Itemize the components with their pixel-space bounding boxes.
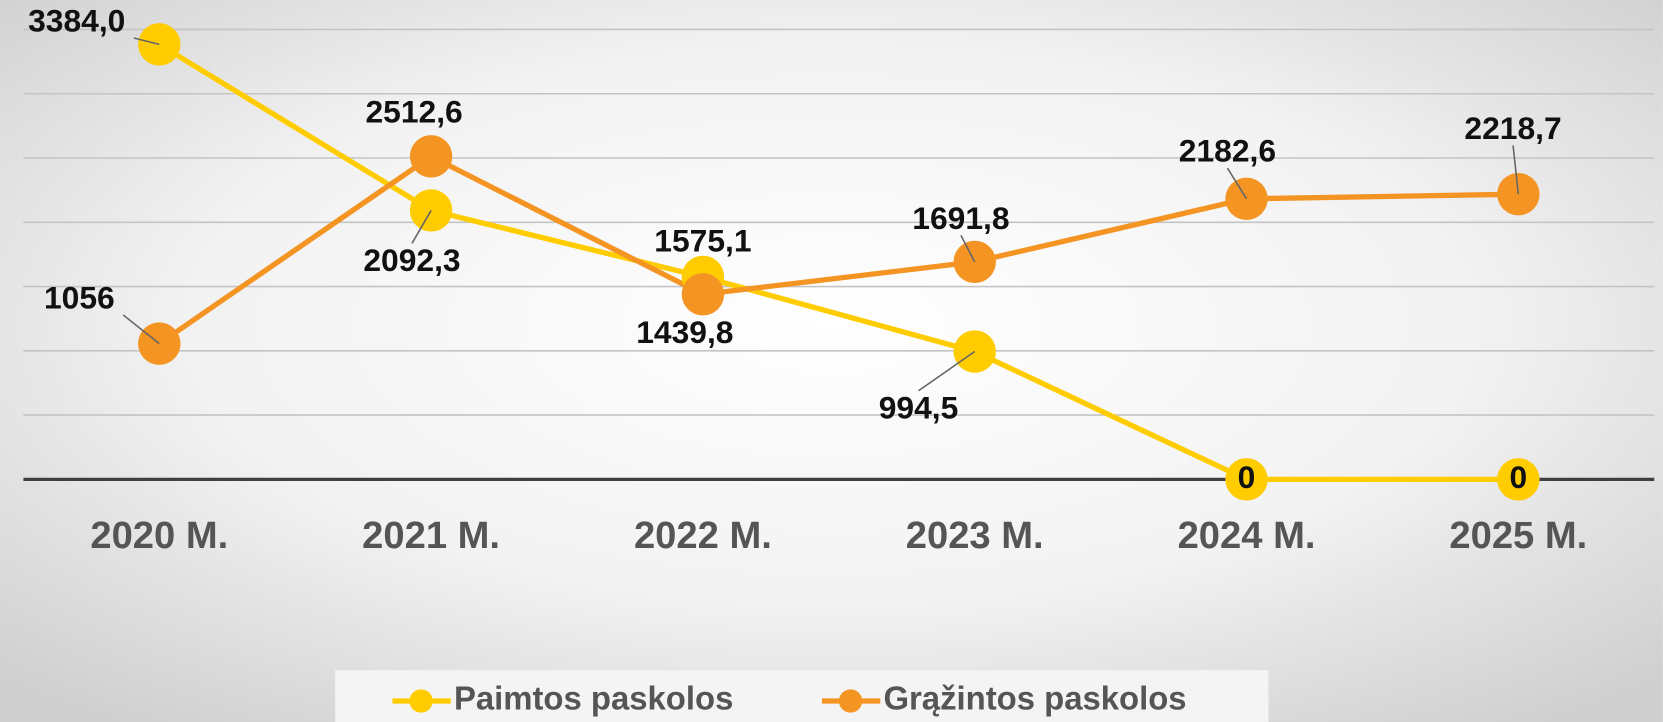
leader-line xyxy=(1512,145,1520,195)
data-label: 994,5 xyxy=(879,389,959,425)
data-label: 2512,6 xyxy=(366,93,463,129)
data-label: 1575,1 xyxy=(654,222,751,258)
x-tick-label: 2021 M. xyxy=(362,514,500,557)
legend-marker xyxy=(838,689,863,713)
x-tick-label: 2020 M. xyxy=(90,514,228,557)
series-line xyxy=(157,42,1519,483)
point-marker xyxy=(953,240,996,284)
data-label: 2182,6 xyxy=(1179,133,1276,169)
legend-marker xyxy=(409,689,433,713)
data-label: 1056 xyxy=(44,280,115,316)
data-label: 2218,7 xyxy=(1464,110,1561,146)
x-tick-label: 2025 M. xyxy=(1449,514,1587,557)
data-label: 3384,0 xyxy=(28,3,125,39)
data-label: 1691,8 xyxy=(912,200,1009,236)
x-tick-label: 2023 M. xyxy=(906,514,1044,557)
data-label: 1439,8 xyxy=(636,314,733,350)
leader-line xyxy=(411,210,432,244)
legend-box xyxy=(335,670,1269,722)
point-marker xyxy=(1497,458,1540,501)
data-label: 0 xyxy=(1510,459,1528,495)
series-line xyxy=(157,153,1519,346)
x-tick-label: 2022 M. xyxy=(634,514,772,557)
x-tick-label: 2024 M. xyxy=(1178,514,1316,557)
data-label: 2092,3 xyxy=(363,242,460,278)
legend-label: Paimtos paskolos xyxy=(454,680,733,717)
data-label: 0 xyxy=(1238,459,1256,495)
point-marker xyxy=(409,135,453,178)
leader-line xyxy=(960,235,976,263)
point-marker xyxy=(681,273,725,316)
legend-label: Grąžintos paskolos xyxy=(883,680,1186,717)
leader-line xyxy=(133,37,160,46)
leader-line xyxy=(1226,167,1248,200)
point-marker xyxy=(1225,458,1268,501)
leader-line xyxy=(918,350,976,392)
leader-line xyxy=(122,314,160,345)
